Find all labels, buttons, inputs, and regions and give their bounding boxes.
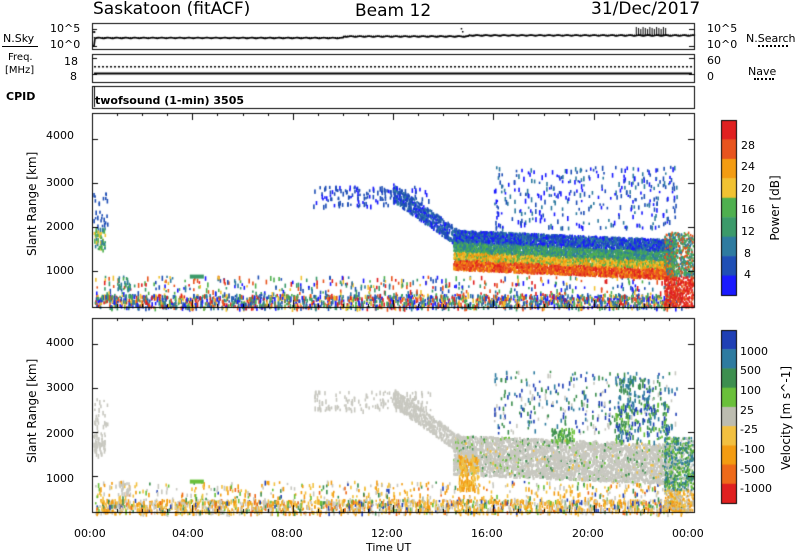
xlabel: Time UT (366, 541, 412, 554)
vel-cb-m100: -100 (740, 443, 765, 456)
date-label: 31/Dec/2017 (591, 0, 701, 19)
xtick-2000: 20:00 (572, 527, 604, 540)
freq-label-2: [MHz] (5, 65, 35, 76)
vel-cb-100: 100 (740, 384, 761, 397)
power-ytick-2000: 2000 (46, 220, 74, 233)
noise-left-tick-top: 10^5 (50, 22, 81, 35)
power-cb-20: 20 (741, 182, 755, 195)
cpid-text: twofsound (1-min) 3505 (95, 94, 245, 107)
noise-left-tick-bottom: 10^0 (50, 38, 81, 51)
power-ytick-1000: 1000 (46, 264, 74, 277)
vel-cb-m25: -25 (740, 423, 758, 436)
nave-legend-dots (754, 78, 774, 80)
xtick-1600: 16:00 (471, 527, 503, 540)
vel-cb-m500: -500 (740, 463, 765, 476)
noise-search-legend-dots (758, 45, 788, 47)
radar-title: Saskatoon (fitACF) (93, 0, 251, 19)
power-ylabel: Slant Range [km] (25, 151, 39, 256)
xtick-1200: 12:00 (371, 527, 403, 540)
freq-tick-top: 18 (64, 55, 78, 68)
nave-tick-top: 60 (707, 54, 721, 67)
xtick-0400: 04:00 (172, 527, 204, 540)
vel-ytick-3000: 3000 (46, 381, 74, 394)
vel-ytick-4000: 4000 (46, 336, 74, 349)
vel-ytick-1000: 1000 (46, 472, 74, 485)
vel-cb-m1000: -1000 (740, 482, 772, 495)
noise-right-tick-bottom: 10^0 (707, 38, 738, 51)
power-cb-28: 28 (741, 139, 755, 152)
vel-cb-1000: 1000 (740, 345, 768, 358)
noise-sky-legend-line (2, 46, 38, 47)
xtick-0800: 08:00 (271, 527, 303, 540)
vel-cb-label: Velocity [m s^-1] (779, 365, 793, 471)
power-ytick-4000: 4000 (46, 129, 74, 142)
power-cb-4: 4 (744, 268, 751, 281)
power-cb-24: 24 (741, 160, 755, 173)
power-ytick-3000: 3000 (46, 176, 74, 189)
nave-tick-bottom: 0 (707, 70, 714, 83)
xtick-0000: 00:00 (74, 527, 106, 540)
power-cb-label: Power [dB] (768, 175, 782, 241)
vel-cb-500: 500 (740, 364, 761, 377)
noise-right-tick-top: 10^5 (707, 22, 738, 35)
power-cb-12: 12 (741, 225, 755, 238)
freq-label-1: Freq. (8, 52, 33, 63)
vel-cb-25: 25 (740, 404, 754, 417)
freq-tick-bottom: 8 (70, 70, 77, 83)
cpid-label: CPID (6, 90, 36, 103)
xtick-2400: 00:00 (672, 527, 704, 540)
beam-label: Beam 12 (355, 1, 432, 21)
noise-sky-label: N.Sky (3, 32, 35, 45)
power-cb-16: 16 (741, 203, 755, 216)
noise-search-label: N.Search (746, 32, 796, 45)
vel-ylabel: Slant Range [km] (25, 358, 39, 463)
power-cb-8: 8 (744, 247, 751, 260)
nave-label: Nave (748, 65, 777, 78)
vel-ytick-2000: 2000 (46, 427, 74, 440)
